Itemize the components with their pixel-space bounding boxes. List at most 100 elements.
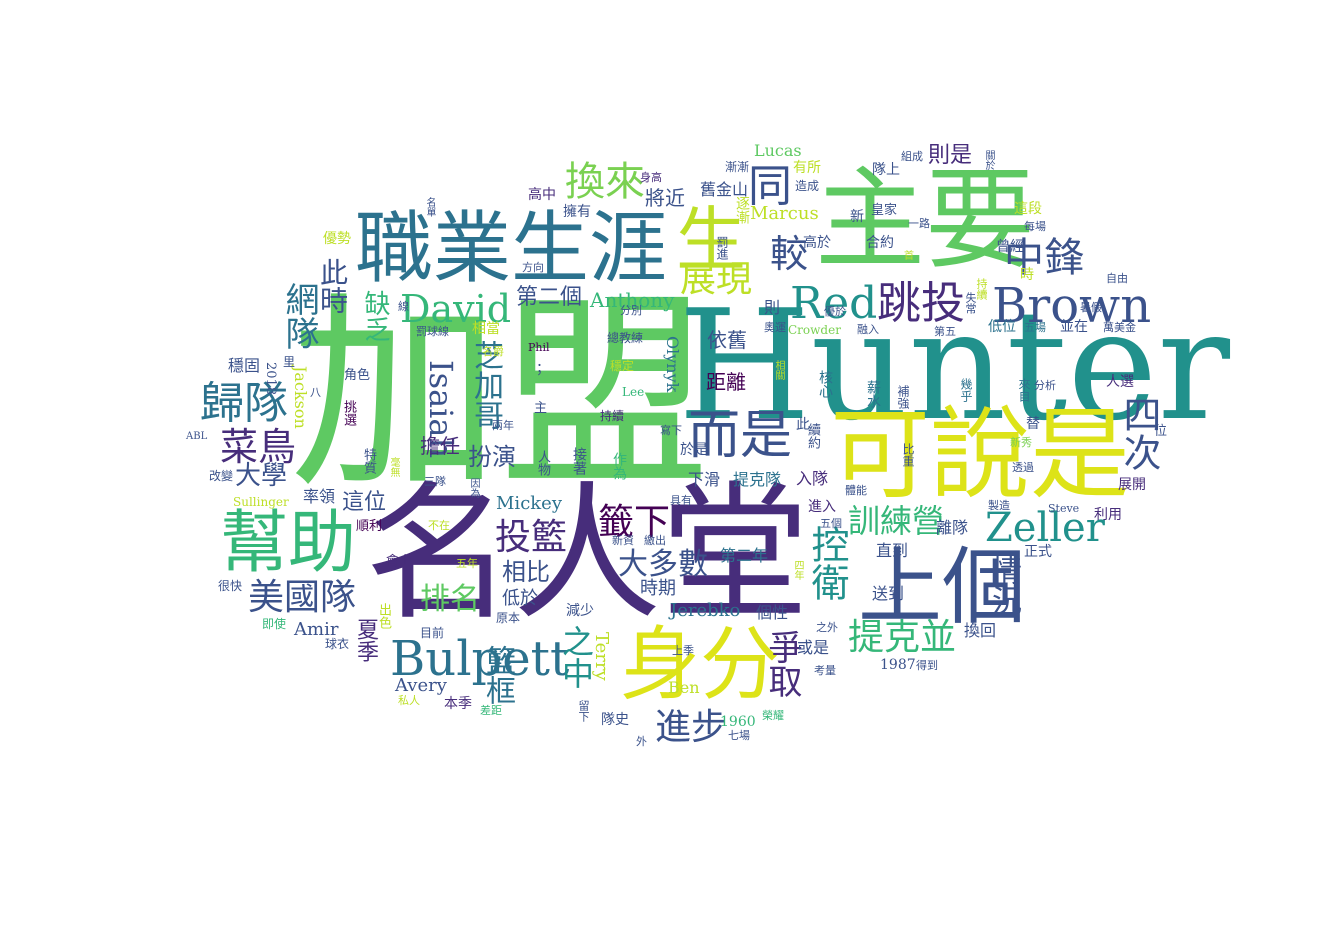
word-兩年: 兩年 [492,419,514,432]
word-換來: 換來 [565,159,645,205]
word-人選: 人選 [1106,374,1134,390]
word-三隊: 三隊 [424,475,446,488]
word-依舊: 依舊 [707,328,747,352]
word-挑選: 挑選 [341,400,356,426]
word-核心: 核心 [817,370,833,398]
word-擁有: 擁有 [563,204,591,220]
word-Jackson: Jackson [291,366,310,429]
word-情況: 情況 [986,555,1021,615]
word-薪水: 薪水 [865,380,881,408]
word-跳投: 跳投 [877,278,965,329]
word-逐漸: 逐漸 [734,196,750,224]
word-穩定: 穩定 [610,359,635,373]
word-可說是: 可說是 [830,396,1130,513]
word-里: 里 [283,355,296,369]
word-繳出: 繳出 [644,534,666,547]
word-本季: 本季 [444,696,472,712]
word-分析: 分析 [1034,379,1056,392]
word-人物: 人物 [535,450,550,476]
word-進入: 進入 [808,499,836,515]
word-皇家: 皇家 [871,203,898,218]
word-漸漸: 漸漸 [725,160,750,174]
word-加盟: 加盟 [290,272,711,517]
word-進步: 進步 [655,707,728,748]
word-中鋒: 中鋒 [1004,235,1084,281]
word-送到: 送到 [872,584,905,603]
word-因為: 因為 [468,478,479,498]
word-留下: 留下 [577,700,590,722]
word-名單: 名單 [424,197,435,217]
word-提克並: 提克並 [848,617,957,658]
word-Lee: Lee [622,385,645,399]
word-則: 則 [764,298,781,317]
word-則是: 則是 [928,143,973,168]
word-球衣: 球衣 [325,637,350,651]
word-體能: 體能 [845,484,867,497]
word-失常: 失常 [964,292,977,314]
word-Phil: Phil [528,341,550,354]
word-投籃: 投籃 [495,517,568,558]
word-夏季: 夏季 [353,618,378,662]
word-職業生涯: 職業生涯 [355,204,668,294]
word-Avery: Avery [395,675,447,696]
word-差距: 差距 [480,704,502,717]
word-直到: 直到 [876,541,909,560]
word-Lucas: Lucas [754,141,802,160]
word-奧運: 奧運 [764,321,786,334]
word-入隊: 入隊 [796,469,829,488]
word-七場: 七場 [728,729,750,742]
word-個性: 個性 [756,603,789,622]
word-身分: 身分 [620,618,780,711]
word-關於: 關於 [983,150,994,170]
word-名爵: 名爵 [482,345,504,358]
word-身高: 身高 [640,171,662,184]
word-特質: 特質 [361,448,376,474]
word-或是: 或是 [797,638,830,657]
word-semicolon: ； [536,361,550,377]
word-而是: 而是 [688,406,793,466]
word-低於: 低於 [502,588,538,609]
word-五年: 五年 [456,557,478,570]
word-寫下: 寫下 [660,424,682,437]
word-籃框: 籃框 [480,645,515,705]
word-Crowder: Crowder [788,323,841,337]
word-優於: 優於 [824,305,846,318]
word-Isaiah: Isaiah [422,360,460,459]
word-Olynyk: Olynyk [663,336,682,393]
word-大學: 大學 [235,461,288,491]
word-會上: 會上 [386,554,413,569]
word-穩固: 穩固 [228,356,261,375]
word-低位: 低位 [988,319,1016,335]
word-網隊: 網隊 [279,282,319,350]
word-相當: 相當 [472,321,500,337]
word-Marcus: Marcus [750,203,819,224]
word-2018: 2018 [263,362,278,396]
word-減少: 減少 [566,603,594,619]
word-相關: 相關 [773,360,784,380]
word-新秀: 新秀 [1010,436,1032,449]
word-此時: 此時 [316,258,349,314]
word-Bulpett: Bulpett [390,631,570,687]
word-新: 新 [850,209,864,225]
word-總教練: 總教練 [607,331,644,345]
word-位: 位 [1154,424,1168,439]
word-展開: 展開 [1118,477,1146,493]
word-萬美金: 萬美金 [1103,321,1136,334]
word-菜鳥: 菜鳥 [220,425,297,469]
word-缺乏: 缺乏 [360,290,390,342]
word-即使: 即使 [262,617,287,631]
word-換回: 換回 [964,621,997,640]
word-提克隊: 提克隊 [733,470,782,489]
word-很快: 很快 [218,579,243,593]
word-不在: 不在 [428,519,450,532]
word-隊上: 隊上 [872,162,900,178]
word-製造: 製造 [988,499,1010,512]
word-罰進: 罰進 [715,236,729,260]
word-四次: 四次 [1117,395,1161,471]
word-每場: 每場 [1024,220,1046,233]
word-五個: 五個 [820,517,842,530]
word-上季: 上季 [672,644,694,657]
word-1987: 1987 [880,657,916,673]
word-正式: 正式 [1024,544,1052,560]
